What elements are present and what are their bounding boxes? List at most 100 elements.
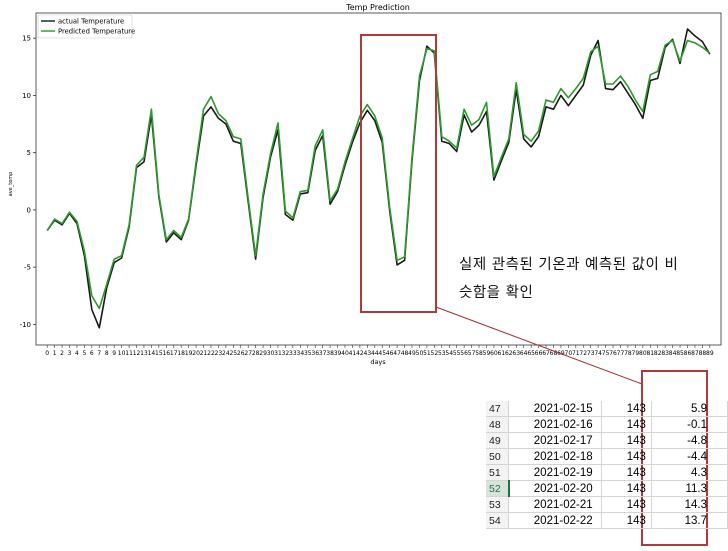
row-number-cell[interactable]: 53 (486, 496, 510, 513)
x-tick-label: 64 (520, 350, 528, 357)
count-cell[interactable]: 143 (601, 480, 652, 497)
x-tick-label: 75 (602, 350, 610, 357)
x-tick-label: 42 (356, 350, 364, 357)
x-tick-label: 80 (639, 350, 647, 357)
x-tick-label: 76 (609, 350, 617, 357)
x-tick-label: 63 (512, 350, 520, 357)
temp-value-cell[interactable]: 14.3 (651, 496, 728, 513)
count-cell[interactable]: 143 (601, 464, 652, 481)
x-tick-label: 10 (118, 350, 126, 357)
x-tick-label: 7 (97, 350, 101, 357)
row-number-cell[interactable]: 50 (486, 448, 510, 465)
row-number-cell[interactable]: 54 (486, 512, 510, 529)
x-tick-label: 13 (140, 350, 148, 357)
x-tick-label: 47 (393, 350, 401, 357)
x-tick-label: 36 (311, 350, 319, 357)
temp-value-cell[interactable]: 5.9 (651, 401, 728, 417)
x-tick-label: 2 (60, 350, 64, 357)
x-tick-label: 16 (162, 350, 170, 357)
chart-title: Temp Prediction (345, 3, 410, 12)
x-tick-label: 6 (90, 350, 94, 357)
x-tick-label: 81 (646, 350, 654, 357)
temp-value-cell[interactable]: -4.8 (651, 432, 728, 449)
count-cell[interactable]: 143 (601, 512, 652, 529)
x-tick-label: 74 (594, 350, 602, 357)
y-tick-label: 0 (27, 206, 31, 214)
count-cell[interactable]: 143 (601, 496, 652, 513)
x-tick-label: 78 (624, 350, 632, 357)
x-tick-label: 66 (535, 350, 543, 357)
table-row: 52 2021-02-20 143 11.3 (486, 480, 728, 497)
date-cell[interactable]: 2021-02-16 (508, 416, 602, 433)
x-tick-label: 82 (654, 350, 662, 357)
count-cell[interactable]: 143 (601, 432, 652, 449)
count-cell[interactable]: 143 (601, 448, 652, 465)
legend-label-predicted: Predicted Temperature (58, 28, 135, 36)
table-row: 50 2021-02-18 143 -4.4 (486, 448, 728, 465)
x-tick-label: 14 (148, 350, 156, 357)
x-tick-label: 50 (416, 350, 424, 357)
connector-line (435, 306, 643, 385)
row-number-cell[interactable]: 52 (486, 480, 510, 497)
y-tick-label: 15 (22, 35, 31, 43)
temp-value-cell[interactable]: 4.3 (651, 464, 728, 481)
date-cell[interactable]: 2021-02-18 (508, 448, 602, 465)
x-tick-label: 84 (669, 350, 677, 357)
row-number-cell[interactable]: 49 (486, 432, 510, 449)
date-cell[interactable]: 2021-02-19 (508, 464, 602, 481)
table-row: 53 2021-02-21 143 14.3 (486, 496, 728, 513)
x-tick-label: 87 (691, 350, 699, 357)
x-tick-label: 32 (282, 350, 290, 357)
x-tick-label: 43 (364, 350, 372, 357)
x-tick-label: 11 (125, 350, 133, 357)
x-tick-label: 49 (408, 350, 416, 357)
x-tick-label: 60 (490, 350, 498, 357)
data-table: 47 2021-02-15 143 5.9 48 2021-02-16 143 -0.1 49 2… (486, 401, 728, 529)
row-number-cell[interactable]: 48 (486, 416, 510, 433)
temp-value-cell[interactable]: -4.4 (651, 448, 728, 465)
temp-value-cell[interactable]: 13.7 (651, 512, 728, 529)
x-tick-label: 59 (483, 350, 491, 357)
y-tick-label: -5 (24, 264, 31, 272)
date-cell[interactable]: 2021-02-17 (508, 432, 602, 449)
row-number-cell[interactable]: 51 (486, 464, 510, 481)
highlight-box-chart (360, 34, 437, 313)
x-tick-label: 88 (699, 350, 707, 357)
date-cell[interactable]: 2021-02-21 (508, 496, 602, 513)
x-tick-label: 65 (527, 350, 535, 357)
x-tick-label: 34 (297, 350, 305, 357)
x-tick-label: 86 (684, 350, 692, 357)
row-number-cell[interactable]: 47 (486, 401, 510, 417)
annotation-line-1: 실제 관측된 기온과 예측된 값이 비 (459, 257, 679, 273)
x-tick-label: 44 (371, 350, 379, 357)
x-tick-label: 28 (252, 350, 260, 357)
temp-value-cell[interactable]: -0.1 (651, 416, 728, 433)
x-tick-label: 73 (587, 350, 595, 357)
x-tick-label: 89 (706, 350, 714, 357)
x-tick-label: 70 (565, 350, 573, 357)
x-tick-label: 3 (68, 350, 72, 357)
table-row: 51 2021-02-19 143 4.3 (486, 464, 728, 481)
x-tick-label: 56 (460, 350, 468, 357)
x-tick-label: 1 (53, 350, 57, 357)
x-tick-label: 21 (200, 350, 208, 357)
x-tick-label: 22 (207, 350, 215, 357)
x-tick-label: 62 (505, 350, 513, 357)
x-tick-label: 37 (319, 350, 327, 357)
x-tick-label: 57 (468, 350, 476, 357)
count-cell[interactable]: 143 (601, 401, 652, 417)
x-tick-label: 19 (185, 350, 193, 357)
date-cell[interactable]: 2021-02-15 (508, 401, 602, 417)
legend-label-actual: actual Temperature (58, 18, 124, 26)
x-tick-label: 0 (45, 350, 49, 357)
date-cell[interactable]: 2021-02-22 (508, 512, 602, 529)
annotation-text: 실제 관측된 기온과 예측된 값이 비 슷함을 확인 (459, 251, 721, 307)
date-cell[interactable]: 2021-02-20 (508, 480, 602, 497)
count-cell[interactable]: 143 (601, 416, 652, 433)
x-axis: 0 1 2 3 4 5 6 7 8 9 10 11 12 13 14 15 16 17 18 19 20 21 22 23 24… (45, 345, 714, 357)
temp-value-cell[interactable]: 11.3 (651, 480, 728, 497)
series-lines (46, 28, 711, 329)
x-tick-label: 25 (229, 350, 237, 357)
x-tick-label: 15 (155, 350, 163, 357)
